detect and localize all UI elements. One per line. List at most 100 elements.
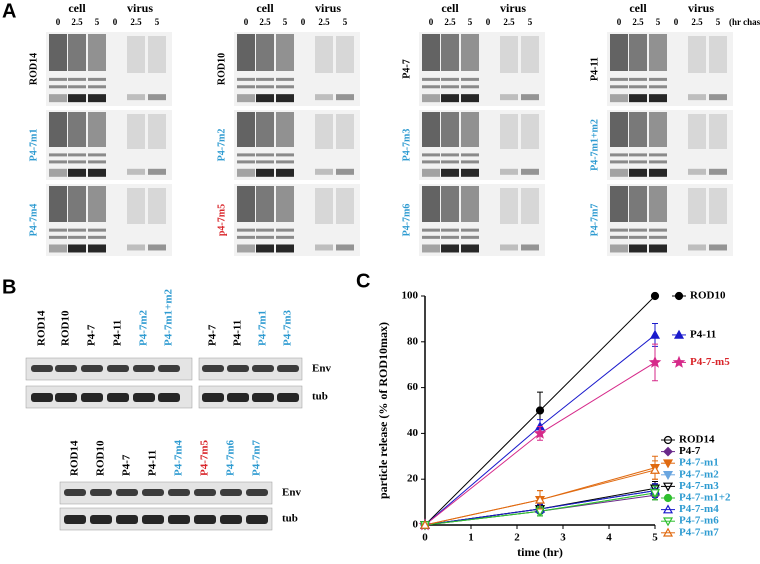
blot-band bbox=[133, 393, 155, 402]
blot-band bbox=[202, 393, 224, 402]
y-tick-label: 0 bbox=[413, 519, 419, 531]
blot-band bbox=[256, 77, 274, 81]
blot-smear bbox=[315, 36, 333, 73]
blot-smear bbox=[629, 34, 647, 71]
blot-band bbox=[256, 168, 274, 177]
time-label: 5 bbox=[528, 17, 533, 27]
lane-label: P4-7m6 bbox=[225, 439, 237, 476]
blot-band bbox=[49, 235, 67, 239]
row-label: Env bbox=[282, 487, 301, 499]
lane-label: P4-7m1+m2 bbox=[163, 289, 175, 346]
blot-label: P4-7m7 bbox=[589, 204, 600, 237]
marker bbox=[648, 355, 662, 368]
blot-band bbox=[461, 244, 479, 253]
blot-band bbox=[49, 153, 67, 157]
blot-band bbox=[422, 160, 440, 164]
y-tick-label: 60 bbox=[407, 381, 419, 393]
blot-label: P4-7m4 bbox=[28, 204, 39, 237]
blot-band bbox=[441, 77, 459, 81]
blot-band bbox=[237, 85, 255, 89]
header-cell: cell bbox=[441, 1, 459, 15]
blot-band bbox=[629, 77, 647, 81]
blot-background bbox=[59, 481, 273, 505]
blot-band bbox=[194, 515, 216, 524]
blot-band bbox=[276, 85, 294, 89]
x-tick-label: 3 bbox=[560, 532, 566, 544]
time-label: 5 bbox=[155, 17, 160, 27]
blot-band bbox=[315, 168, 333, 175]
blot-band bbox=[252, 365, 274, 372]
blot-label: P4-7m3 bbox=[401, 129, 412, 162]
blot-band bbox=[64, 489, 86, 496]
blot-band bbox=[461, 77, 479, 81]
blot-band bbox=[441, 160, 459, 164]
blot-label: P4-7m6 bbox=[401, 204, 412, 237]
y-axis-label: particle release (% of ROD10max) bbox=[376, 322, 390, 499]
header-virus: virus bbox=[500, 1, 526, 15]
blot-band bbox=[256, 153, 274, 157]
panel-letter: A bbox=[2, 0, 16, 22]
blot-band bbox=[521, 244, 539, 251]
blot-smear bbox=[127, 36, 145, 73]
blot-band bbox=[315, 244, 333, 251]
legend-label: P4-11 bbox=[690, 328, 716, 340]
blot-band bbox=[252, 393, 274, 402]
blot-smear bbox=[276, 34, 294, 71]
blot-band bbox=[127, 168, 145, 175]
blot-band bbox=[49, 85, 67, 89]
blot-band bbox=[441, 228, 459, 232]
blot-band bbox=[649, 85, 667, 89]
blot-band bbox=[649, 244, 667, 253]
blot-band bbox=[88, 244, 106, 253]
lane-label: P4-7 bbox=[207, 324, 219, 346]
lane-label: P4-11 bbox=[147, 450, 159, 476]
blot-band bbox=[461, 153, 479, 157]
blot-band bbox=[688, 94, 706, 101]
blot-smear bbox=[336, 188, 354, 224]
legend-label: P4-7-m5 bbox=[690, 356, 730, 368]
blot-smear bbox=[315, 188, 333, 224]
header-cell: cell bbox=[68, 1, 86, 15]
blot-band bbox=[81, 365, 103, 372]
blot-smear bbox=[610, 34, 628, 71]
blot-band bbox=[237, 228, 255, 232]
blot-band bbox=[441, 244, 459, 253]
blot-band bbox=[68, 153, 86, 157]
blot-band bbox=[610, 244, 628, 253]
time-label: 0 bbox=[301, 17, 306, 27]
time-label: 2.5 bbox=[130, 17, 142, 27]
panel-letter: B bbox=[2, 276, 16, 298]
blot-band bbox=[237, 77, 255, 81]
blot-band bbox=[610, 77, 628, 81]
blot-band bbox=[610, 94, 628, 103]
blot-band bbox=[49, 160, 67, 164]
blot-smear bbox=[256, 34, 274, 71]
blot-band bbox=[55, 393, 77, 402]
lane-label: P4-7 bbox=[121, 454, 133, 476]
blot-band bbox=[127, 244, 145, 251]
legend-label: P4-7-m4 bbox=[679, 503, 719, 515]
blot-smear bbox=[441, 34, 459, 71]
blot-band bbox=[142, 515, 164, 524]
blot-band bbox=[68, 168, 86, 177]
blot-smear bbox=[88, 112, 106, 147]
blot-band bbox=[168, 515, 190, 524]
blot-smear bbox=[610, 186, 628, 222]
blot-smear bbox=[68, 186, 86, 222]
blot-band bbox=[649, 94, 667, 103]
time-label: 0 bbox=[429, 17, 434, 27]
blot-smear bbox=[422, 112, 440, 147]
blot-band bbox=[441, 94, 459, 103]
blot-label: ROD10 bbox=[216, 53, 227, 85]
blot-band bbox=[49, 244, 67, 253]
lane-label: P4-7m4 bbox=[173, 439, 185, 476]
blot-band bbox=[68, 160, 86, 164]
blot-smear bbox=[68, 112, 86, 147]
y-tick-label: 20 bbox=[407, 473, 419, 485]
legend-label: P4-7-m1+2 bbox=[679, 492, 731, 504]
blot-band bbox=[649, 235, 667, 239]
blot-band bbox=[256, 244, 274, 253]
blot-smear bbox=[688, 36, 706, 73]
blot-band bbox=[629, 228, 647, 232]
blot-band bbox=[610, 228, 628, 232]
